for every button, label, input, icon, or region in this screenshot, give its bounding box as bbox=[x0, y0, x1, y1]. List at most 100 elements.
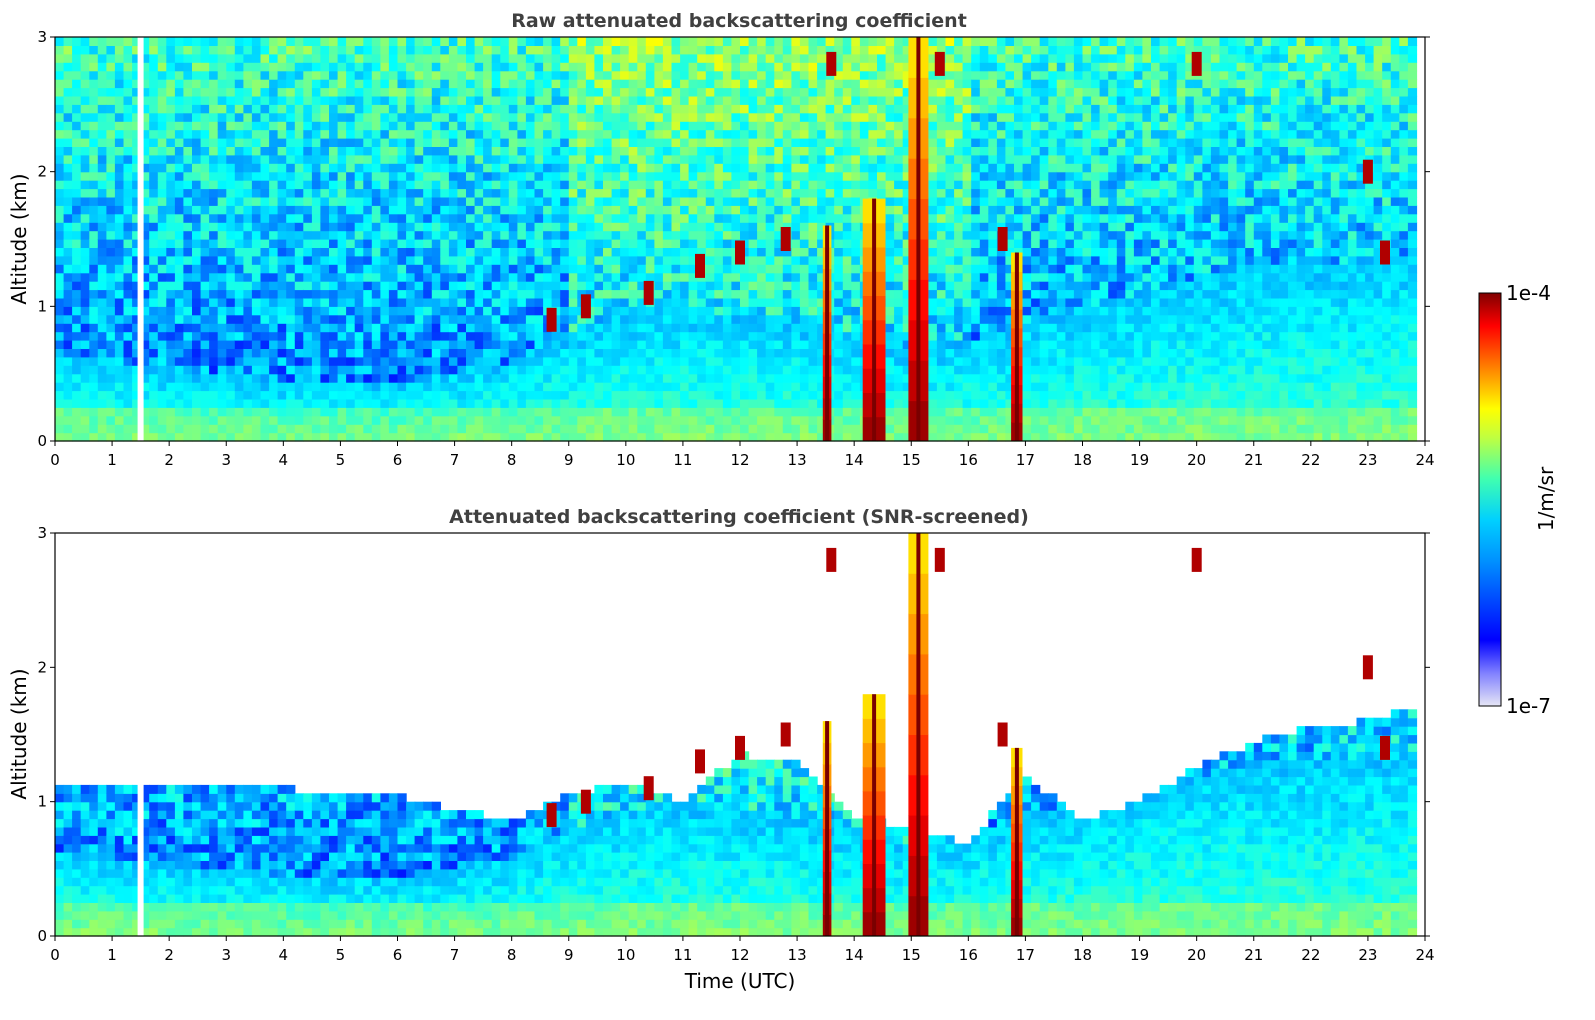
raw-heat-cell bbox=[466, 390, 476, 400]
raw-heat-cell bbox=[106, 415, 116, 425]
raw-heat-cell bbox=[936, 239, 947, 248]
raw-heat-cell bbox=[371, 323, 381, 333]
raw-heat-cell bbox=[722, 255, 733, 265]
raw-heat-cell bbox=[654, 432, 664, 442]
raw-heat-cell bbox=[645, 222, 655, 232]
raw-heat-cell bbox=[748, 348, 758, 358]
raw-heat-cell bbox=[808, 365, 818, 375]
raw-heat-cell bbox=[705, 264, 715, 274]
raw-heat-cell bbox=[414, 112, 424, 122]
raw-heat-cell bbox=[406, 239, 416, 248]
raw-heat-cell bbox=[568, 213, 578, 223]
raw-heat-cell bbox=[791, 340, 801, 349]
raw-heat-cell bbox=[149, 289, 159, 299]
raw-heat-cell bbox=[560, 129, 570, 139]
raw-heat-cell bbox=[611, 222, 621, 232]
raw-heat-cell bbox=[363, 37, 373, 46]
raw-heat-cell bbox=[243, 129, 253, 139]
raw-heat-cell bbox=[808, 247, 818, 257]
raw-heat-cell bbox=[474, 407, 484, 417]
raw-heat-cell bbox=[286, 171, 296, 181]
raw-heat-cell bbox=[551, 424, 561, 434]
raw-heat-cell bbox=[671, 297, 681, 307]
raw-heat-cell bbox=[645, 398, 655, 408]
raw-heat-cell bbox=[311, 129, 322, 139]
raw-heat-cell bbox=[543, 247, 553, 257]
raw-heat-cell bbox=[320, 365, 330, 375]
raw-heat-cell bbox=[363, 121, 373, 131]
raw-heat-cell bbox=[774, 247, 784, 257]
raw-heat-cell bbox=[851, 146, 861, 156]
raw-heat-cell bbox=[114, 289, 125, 299]
raw-heat-cell bbox=[474, 222, 484, 232]
raw-heat-cell bbox=[226, 45, 236, 55]
raw-heat-cell bbox=[397, 222, 407, 232]
raw-heat-cell bbox=[508, 281, 518, 291]
raw-heat-cell bbox=[577, 281, 587, 291]
raw-heat-cell bbox=[697, 129, 707, 139]
raw-heat-cell bbox=[645, 112, 655, 122]
raw-heat-cell bbox=[294, 62, 304, 72]
raw-heat-cell bbox=[174, 348, 185, 358]
raw-heat-cell bbox=[568, 230, 578, 240]
raw-heat-cell bbox=[311, 121, 322, 131]
raw-heat-cell bbox=[825, 79, 835, 89]
raw-heat-cell bbox=[774, 264, 784, 274]
raw-heat-cell bbox=[620, 196, 630, 206]
raw-heat-cell bbox=[226, 154, 236, 164]
raw-heat-cell bbox=[859, 180, 870, 190]
raw-heat-cell bbox=[817, 289, 827, 299]
raw-heat-cell bbox=[303, 373, 313, 383]
raw-heat-cell bbox=[329, 213, 339, 223]
raw-heat-cell bbox=[277, 390, 287, 400]
raw-heat-cell bbox=[628, 180, 638, 190]
raw-heat-cell bbox=[688, 154, 698, 164]
raw-heat-cell bbox=[902, 79, 912, 89]
raw-heat-cell bbox=[346, 356, 356, 366]
raw-heat-cell bbox=[594, 129, 604, 139]
raw-heat-cell bbox=[902, 53, 912, 63]
raw-heat-cell bbox=[286, 281, 296, 291]
raw-heat-cell bbox=[397, 129, 407, 139]
raw-heat-cell bbox=[825, 129, 835, 139]
raw-heat-cell bbox=[765, 390, 775, 400]
raw-heat-cell bbox=[371, 154, 381, 164]
raw-heat-cell bbox=[277, 407, 287, 417]
raw-heat-cell bbox=[466, 222, 476, 232]
raw-heat-cell bbox=[765, 213, 775, 223]
raw-heat-cell bbox=[817, 213, 827, 223]
raw-heat-cell bbox=[603, 297, 613, 307]
raw-heat-cell bbox=[551, 171, 561, 181]
raw-heat-cell bbox=[568, 255, 578, 265]
raw-heat-cell bbox=[757, 289, 767, 299]
raw-heat-cell bbox=[311, 188, 322, 198]
raw-heat-cell bbox=[294, 348, 304, 358]
raw-heat-cell bbox=[123, 331, 133, 341]
raw-heat-cell bbox=[277, 196, 287, 206]
raw-heat-cell bbox=[603, 323, 613, 333]
raw-heat-cell bbox=[311, 45, 322, 55]
raw-heat-cell bbox=[568, 323, 578, 333]
raw-heat-cell bbox=[217, 62, 227, 72]
raw-heat-cell bbox=[560, 121, 570, 131]
raw-heat-cell bbox=[106, 331, 116, 341]
raw-heat-cell bbox=[140, 323, 150, 333]
raw-heat-cell bbox=[294, 390, 304, 400]
raw-heat-cell bbox=[431, 331, 441, 341]
raw-heat-cell bbox=[834, 62, 844, 72]
raw-heat-cell bbox=[89, 264, 99, 274]
raw-heat-cell bbox=[320, 323, 330, 333]
raw-heat-cell bbox=[80, 323, 90, 333]
raw-heat-cell bbox=[166, 87, 176, 97]
raw-heat-cell bbox=[166, 121, 176, 131]
raw-heat-cell bbox=[782, 382, 792, 392]
raw-heat-cell bbox=[697, 297, 707, 307]
raw-heat-cell bbox=[474, 272, 484, 282]
raw-heat-cell bbox=[311, 331, 322, 341]
raw-heat-cell bbox=[799, 415, 810, 425]
raw-heat-cell bbox=[662, 154, 673, 164]
raw-heat-cell bbox=[748, 432, 758, 442]
raw-heat-cell bbox=[140, 163, 150, 173]
raw-heat-cell bbox=[269, 45, 279, 55]
raw-heat-cell bbox=[842, 348, 852, 358]
